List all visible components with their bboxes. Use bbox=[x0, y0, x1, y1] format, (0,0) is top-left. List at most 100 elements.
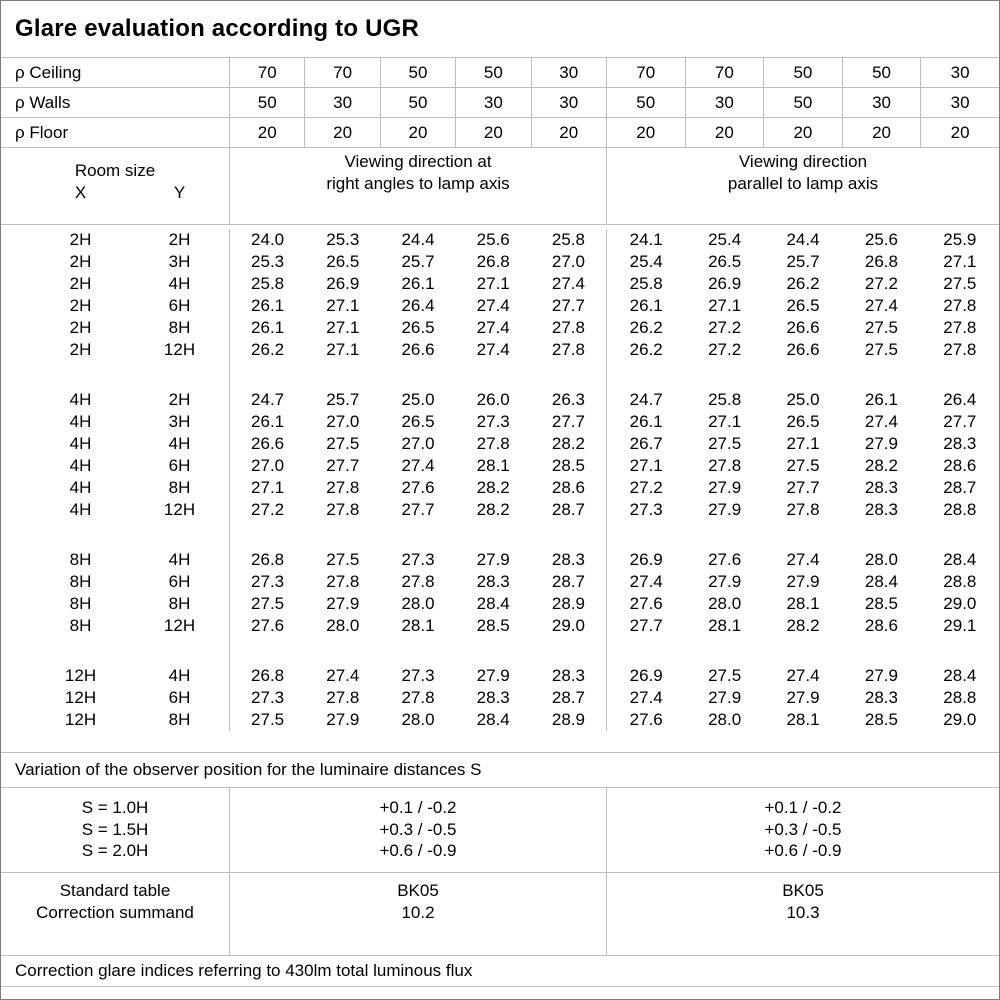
ugr-value: 27.9 bbox=[786, 688, 820, 707]
ugr-value: 29.0 bbox=[943, 710, 977, 729]
ugr-values-right-angles: 27.3 27.8 27.8 28.3 28.7 bbox=[229, 687, 606, 709]
ugr-values-parallel: 26.1 27.1 26.5 27.4 27.8 bbox=[606, 295, 999, 317]
ugr-values-parallel: 26.7 27.5 27.1 27.9 28.3 bbox=[606, 433, 999, 455]
ugr-value: 27.2 bbox=[251, 500, 285, 519]
ugr-value: 26.8 bbox=[251, 666, 285, 685]
ugr-value: 27.6 bbox=[401, 478, 435, 497]
spacer-cell bbox=[606, 361, 999, 389]
standard-parallel: BK05 10.3 bbox=[606, 873, 999, 955]
reflectance-value: 20 bbox=[530, 118, 606, 147]
reflectance-value: 30 bbox=[920, 88, 999, 117]
ugr-value: 27.8 bbox=[943, 318, 977, 337]
ugr-values-right-angles: 26.8 27.4 27.3 27.9 28.3 bbox=[229, 665, 606, 687]
spacer-cell bbox=[1, 361, 229, 389]
reflectance-value: 20 bbox=[763, 118, 842, 147]
ugr-value: 25.9 bbox=[943, 230, 977, 249]
reflectance-value: 50 bbox=[229, 88, 304, 117]
ugr-value: 28.6 bbox=[943, 456, 977, 475]
room-x-value: 12H bbox=[64, 688, 97, 707]
ugr-value: 27.9 bbox=[326, 710, 360, 729]
room-x-value: 8H bbox=[69, 616, 92, 635]
ugr-values-right-angles: 27.2 27.8 27.7 28.2 28.7 bbox=[229, 499, 606, 521]
ugr-value: 28.0 bbox=[401, 594, 435, 613]
ugr-row: 4H 4H 26.6 27.5 27.0 27.8 28.2 26.7 27.5 27.1 27.9… bbox=[1, 433, 999, 455]
room-size-cell: 8H 4H bbox=[1, 549, 229, 571]
ugr-value: 25.4 bbox=[629, 252, 663, 271]
room-x-value: 4H bbox=[69, 412, 92, 431]
ugr-value: 25.6 bbox=[476, 230, 510, 249]
ugr-values-right-angles: 26.6 27.5 27.0 27.8 28.2 bbox=[229, 433, 606, 455]
ugr-value: 24.7 bbox=[629, 390, 663, 409]
ugr-value: 28.3 bbox=[476, 688, 510, 707]
ugr-values-parallel: 27.2 27.9 27.7 28.3 28.7 bbox=[606, 477, 999, 499]
ugr-value: 25.7 bbox=[401, 252, 435, 271]
room-y-value: 12H bbox=[163, 340, 196, 359]
ugr-values-right-angles: 24.0 25.3 24.4 25.6 25.8 bbox=[229, 229, 606, 251]
ugr-values-parallel: 26.9 27.6 27.4 28.0 28.4 bbox=[606, 549, 999, 571]
ugr-row: 4H 8H 27.1 27.8 27.6 28.2 28.6 27.2 27.9 27.7 28.3… bbox=[1, 477, 999, 499]
ugr-values-parallel: 26.2 27.2 26.6 27.5 27.8 bbox=[606, 339, 999, 361]
ugr-value: 26.1 bbox=[864, 390, 898, 409]
room-y-value: 4H bbox=[168, 550, 191, 569]
room-y-value: 12H bbox=[163, 616, 196, 635]
ugr-values-right-angles: 26.8 27.5 27.3 27.9 28.3 bbox=[229, 549, 606, 571]
ugr-value: 27.3 bbox=[251, 572, 285, 591]
ugr-value: 28.2 bbox=[786, 616, 820, 635]
reflectance-value: 70 bbox=[684, 58, 764, 87]
ugr-value: 26.5 bbox=[401, 318, 435, 337]
ugr-value: 28.6 bbox=[551, 478, 585, 497]
ugr-value: 27.9 bbox=[708, 688, 742, 707]
ugr-values-right-angles: 27.5 27.9 28.0 28.4 28.9 bbox=[229, 709, 606, 731]
room-size-y-label: Y bbox=[173, 183, 186, 202]
footer-note: Correction glare indices referring to 43… bbox=[1, 956, 999, 987]
reflectance-row: ρ Walls 50 30 50 30 30 50 30 50 30 30 bbox=[1, 88, 999, 118]
room-size-cell: 4H 8H bbox=[1, 477, 229, 499]
ugr-values-right-angles: 26.2 27.1 26.6 27.4 27.8 bbox=[229, 339, 606, 361]
room-y-value: 4H bbox=[168, 666, 191, 685]
header-line: Viewing direction at bbox=[344, 152, 492, 171]
ugr-value: 27.4 bbox=[786, 550, 820, 569]
ugr-value: 28.3 bbox=[551, 666, 585, 685]
ugr-value: 27.1 bbox=[786, 434, 820, 453]
room-size-cell: 4H 12H bbox=[1, 499, 229, 521]
room-x-value: 4H bbox=[69, 456, 92, 475]
ugr-values-right-angles: 24.7 25.7 25.0 26.0 26.3 bbox=[229, 389, 606, 411]
ugr-value: 28.3 bbox=[476, 572, 510, 591]
ugr-value: 28.1 bbox=[786, 594, 820, 613]
reflectance-value: 20 bbox=[229, 118, 304, 147]
ugr-value: 25.8 bbox=[251, 274, 285, 293]
room-size-cell: 2H 2H bbox=[1, 229, 229, 251]
spacing-label: S = 2.0H bbox=[81, 841, 149, 860]
ugr-value: 28.0 bbox=[326, 616, 360, 635]
spacer-cell bbox=[1, 521, 229, 549]
ugr-value: 26.5 bbox=[326, 252, 360, 271]
ugr-value: 27.1 bbox=[476, 274, 510, 293]
ugr-value: 27.8 bbox=[786, 500, 820, 519]
ugr-value: 28.9 bbox=[551, 594, 585, 613]
reflectance-value: 30 bbox=[304, 88, 379, 117]
ugr-value: 27.0 bbox=[251, 456, 285, 475]
ugr-value: 26.5 bbox=[708, 252, 742, 271]
reflectance-value: 50 bbox=[379, 58, 455, 87]
ugr-values-right-angles: 27.6 28.0 28.1 28.5 29.0 bbox=[229, 615, 606, 637]
ugr-value: 27.6 bbox=[629, 710, 663, 729]
ugr-value: 28.2 bbox=[476, 478, 510, 497]
room-size-cell: 2H 8H bbox=[1, 317, 229, 339]
ugr-value: 25.8 bbox=[708, 390, 742, 409]
ugr-value: 28.3 bbox=[864, 500, 898, 519]
ugr-value: 26.8 bbox=[476, 252, 510, 271]
ugr-value: 27.9 bbox=[708, 478, 742, 497]
ugr-value: 28.5 bbox=[551, 456, 585, 475]
ugr-value: 29.1 bbox=[943, 616, 977, 635]
ugr-value: 27.5 bbox=[943, 274, 977, 293]
room-size-cell: 2H 3H bbox=[1, 251, 229, 273]
ugr-values-right-angles: 27.5 27.9 28.0 28.4 28.9 bbox=[229, 593, 606, 615]
ugr-value: 28.7 bbox=[943, 478, 977, 497]
ugr-value: 28.7 bbox=[551, 500, 585, 519]
spacing-value: +0.3 / -0.5 bbox=[379, 819, 457, 839]
ugr-value: 26.2 bbox=[629, 318, 663, 337]
ugr-value: 28.5 bbox=[476, 616, 510, 635]
ugr-row: 4H 3H 26.1 27.0 26.5 27.3 27.7 26.1 27.1 26.5 27.4… bbox=[1, 411, 999, 433]
room-y-value: 6H bbox=[168, 456, 191, 475]
ugr-value: 26.6 bbox=[786, 340, 820, 359]
